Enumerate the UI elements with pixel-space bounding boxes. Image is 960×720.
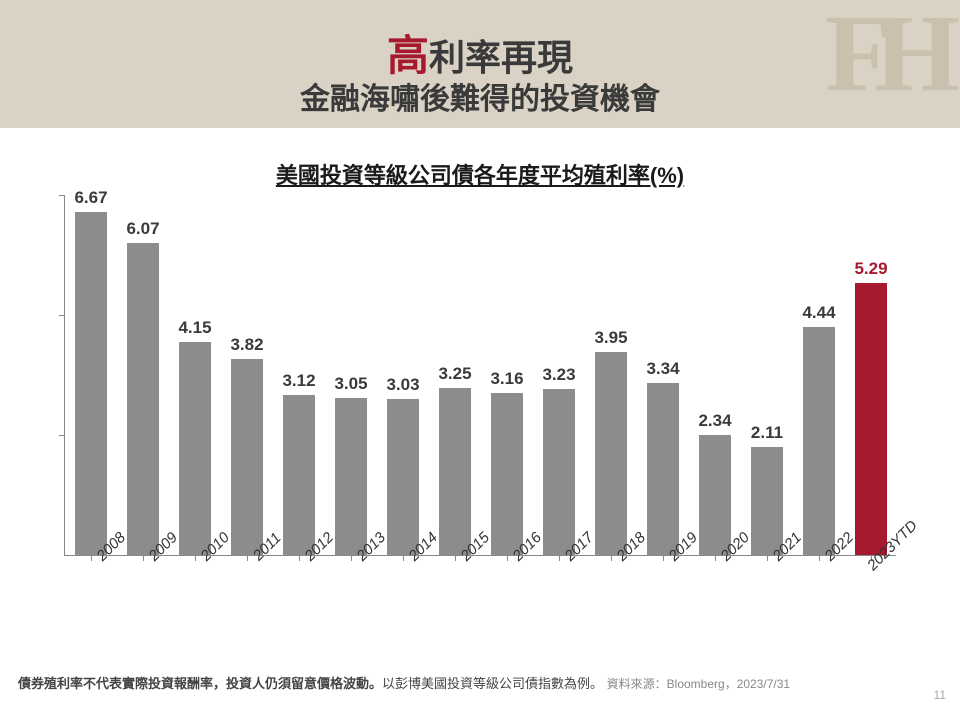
slide: FH 高利率再現 金融海嘯後難得的投資機會 美國投資等級公司債各年度平均殖利率(… <box>0 0 960 720</box>
bar-value-label: 4.44 <box>802 303 835 323</box>
bar-value-label: 2.34 <box>698 411 731 431</box>
bar-value-label: 3.03 <box>386 375 419 395</box>
footnote-plain: 以彭博美國投資等級公司債指數為例。 <box>382 676 603 691</box>
bar-value-label: 6.07 <box>126 219 159 239</box>
bar-value-label: 3.25 <box>438 364 471 384</box>
bar-value-label: 2.11 <box>751 423 783 443</box>
page-number: 11 <box>934 688 946 702</box>
bar-value-label: 5.29 <box>854 259 887 279</box>
bar-value-label: 6.67 <box>74 188 107 208</box>
chart-title: 美國投資等級公司債各年度平均殖利率(%) <box>0 158 960 190</box>
bar-value-label: 3.95 <box>594 328 627 348</box>
bar: 2.11 <box>751 447 783 556</box>
bar-value-label: 3.16 <box>490 369 523 389</box>
bar: 4.15 <box>179 342 211 555</box>
slide-subtitle: 金融海嘯後難得的投資機會 <box>0 74 960 118</box>
bar-value-label: 3.05 <box>334 374 367 394</box>
footnote: 債券殖利率不代表實際投資報酬率，投資人仍須留意價格波動。以彭博美國投資等級公司債… <box>18 673 924 692</box>
bar-value-label: 3.12 <box>282 371 315 391</box>
bar-value-label: 3.23 <box>542 365 575 385</box>
bar: 6.67 <box>75 212 107 555</box>
footnote-bold: 債券殖利率不代表實際投資報酬率，投資人仍須留意價格波動。 <box>18 676 382 691</box>
bar-value-label: 3.34 <box>646 359 679 379</box>
bar-value-label: 3.82 <box>230 335 263 355</box>
bar-value-label: 4.15 <box>178 318 211 338</box>
plot-area: 6.67 6.07 4.15 3.82 3.12 3.05 3.03 3.25 3.16 3.23… <box>64 196 896 556</box>
footnote-source: 資料來源：Bloomberg，2023/7/31 <box>607 677 790 691</box>
title-rest: 利率再現 <box>429 37 573 78</box>
title-accent: 高 <box>387 32 429 79</box>
bar-chart: 6.67 6.07 4.15 3.82 3.12 3.05 3.03 3.25 3.16 3.23… <box>64 196 896 596</box>
bar: 5.29 <box>855 283 887 555</box>
bar: 6.07 <box>127 243 159 555</box>
bar: 4.44 <box>803 327 835 555</box>
